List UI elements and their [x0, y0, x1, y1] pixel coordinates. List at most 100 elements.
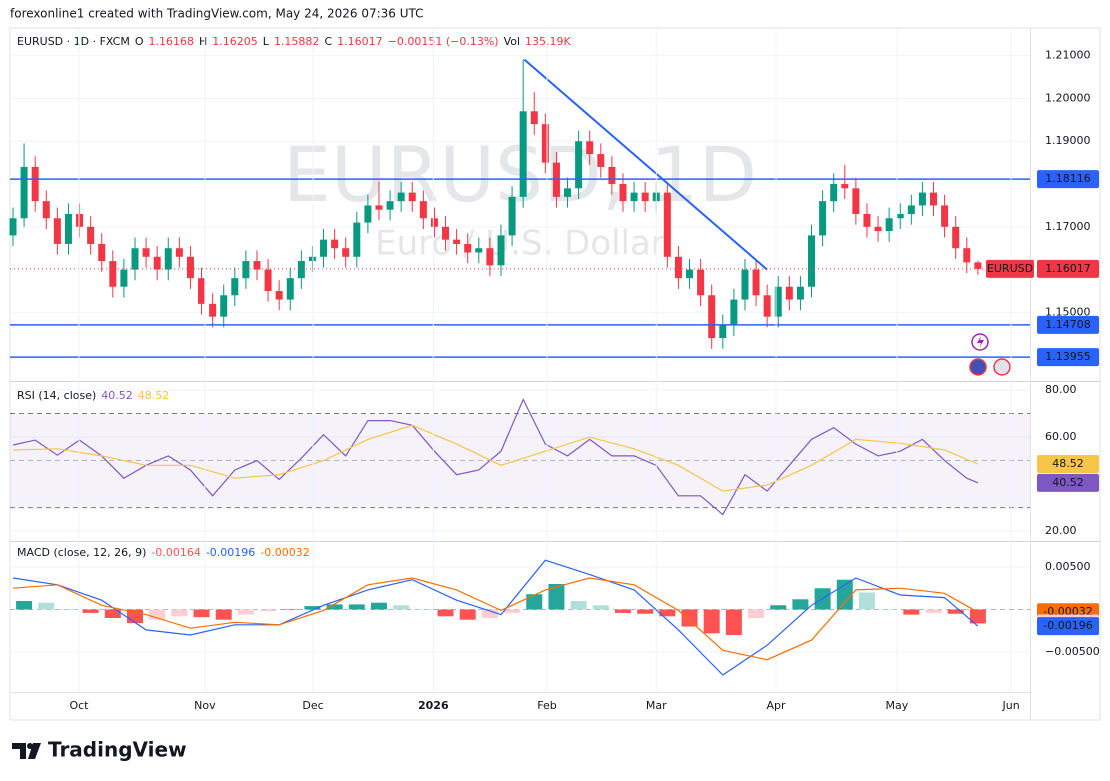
macd-line: [12, 559, 979, 676]
candle-body: [53, 218, 61, 244]
histogram-bar: [193, 609, 210, 618]
candle-body: [142, 248, 150, 257]
price-tag: [1037, 617, 1099, 636]
price-tag-label: 1.16017: [1045, 262, 1091, 275]
price-tag-label: 1.18116: [1045, 172, 1091, 185]
candle-body: [64, 213, 72, 244]
candle-body: [530, 111, 538, 125]
candle-body: [963, 248, 971, 263]
y-tick-label: 1.19000: [1045, 134, 1091, 147]
histogram-bar: [16, 601, 33, 610]
candle-body: [220, 295, 228, 317]
histogram-bar: [82, 609, 99, 613]
price-tag-label: 1.13955: [1045, 350, 1091, 363]
event-icons: [969, 333, 1011, 376]
candle-body: [408, 192, 416, 202]
x-tick-label: Jun: [1002, 699, 1020, 712]
candle-body: [375, 205, 383, 210]
legend-item: Vol: [504, 35, 520, 48]
legend: MACD (close, 12, 26, 9) -0.00164 -0.00196-…: [17, 546, 310, 559]
histogram-bar: [415, 609, 432, 611]
histogram-bar: [925, 609, 942, 613]
candle-body: [419, 201, 427, 219]
legend: RSI (14, close) 40.52 48.52: [17, 389, 169, 402]
candle-body: [730, 299, 738, 326]
candle-body: [763, 295, 771, 317]
y-tick-label: −0.00500: [1045, 645, 1100, 658]
candle-body: [131, 248, 139, 270]
candle-body: [430, 218, 438, 227]
candle-body: [974, 262, 982, 269]
candle-body: [397, 192, 405, 202]
legend-item: RSI (14, close): [17, 389, 96, 402]
candle-body: [198, 278, 206, 304]
candle-body: [264, 269, 272, 292]
candle-body: [153, 256, 161, 270]
candle-body: [453, 239, 461, 244]
candle-body: [686, 269, 694, 279]
price-tag-label: EURUSD: [987, 262, 1033, 275]
candle-body: [785, 286, 793, 300]
candle-body: [841, 184, 849, 189]
candle-body: [186, 256, 194, 279]
candle-body: [930, 192, 938, 206]
candle-body: [874, 226, 882, 232]
candle-body: [353, 222, 361, 257]
candle-body: [209, 303, 217, 317]
price-tag: [986, 259, 1034, 278]
candle-body: [9, 218, 17, 236]
y-tick-label: 1.21000: [1045, 49, 1091, 62]
legend-item: MACD (close, 12, 26, 9): [17, 546, 146, 559]
candle-body: [164, 248, 172, 270]
legend-item: O: [135, 35, 144, 48]
candle-body: [708, 295, 716, 339]
logo-mark: [27, 743, 33, 749]
legend-item: C: [324, 35, 332, 48]
price-tag-label: 1.14708: [1045, 318, 1091, 331]
y-tick-label: 80.00: [1045, 383, 1077, 396]
frame: [9, 27, 1101, 721]
histogram-bar: [282, 609, 299, 611]
candle-body: [331, 239, 339, 249]
candle-body: [231, 278, 239, 296]
event-icon[interactable]: [969, 358, 987, 376]
candle-body: [20, 166, 28, 219]
legend-item: 1.16017: [337, 35, 383, 48]
histogram-bar: [393, 605, 410, 610]
candle-body: [386, 201, 394, 210]
signal-line: [12, 577, 979, 661]
histogram-bar: [60, 609, 77, 611]
candle-body: [719, 325, 727, 339]
candle-body: [608, 166, 616, 185]
legend-item: -0.00032: [260, 546, 309, 559]
candle-body: [31, 166, 39, 202]
legend-item: 40.52: [101, 389, 133, 402]
candle-body: [442, 226, 450, 240]
histogram-bar: [38, 602, 55, 610]
legend-item: 1.16205: [212, 35, 258, 48]
x-tick-label: Feb: [537, 699, 556, 712]
legend-item: -0.00196: [206, 546, 255, 559]
histogram-bar: [504, 609, 521, 613]
candle-body: [98, 243, 106, 262]
histogram-bar: [947, 609, 964, 614]
candle-body: [918, 192, 926, 206]
candle-body: [952, 226, 960, 249]
candle-body: [320, 239, 328, 257]
price-tag-label: -0.00196: [1043, 619, 1092, 632]
y-tick-label: 60.00: [1045, 430, 1077, 443]
histogram-bar: [792, 599, 809, 610]
candle-body: [808, 235, 816, 287]
histogram-bar: [614, 609, 631, 613]
candle-body: [819, 201, 827, 236]
histogram-bar: [481, 609, 498, 619]
histogram-bar: [459, 609, 476, 620]
candle-body: [242, 261, 250, 279]
event-icon[interactable]: [993, 358, 1011, 376]
candle-body: [42, 201, 50, 219]
candle-body: [907, 205, 915, 214]
candle-body: [774, 286, 782, 317]
histogram-bar: [703, 609, 720, 634]
histogram-bar: [748, 609, 765, 619]
histogram-bar: [370, 602, 387, 610]
